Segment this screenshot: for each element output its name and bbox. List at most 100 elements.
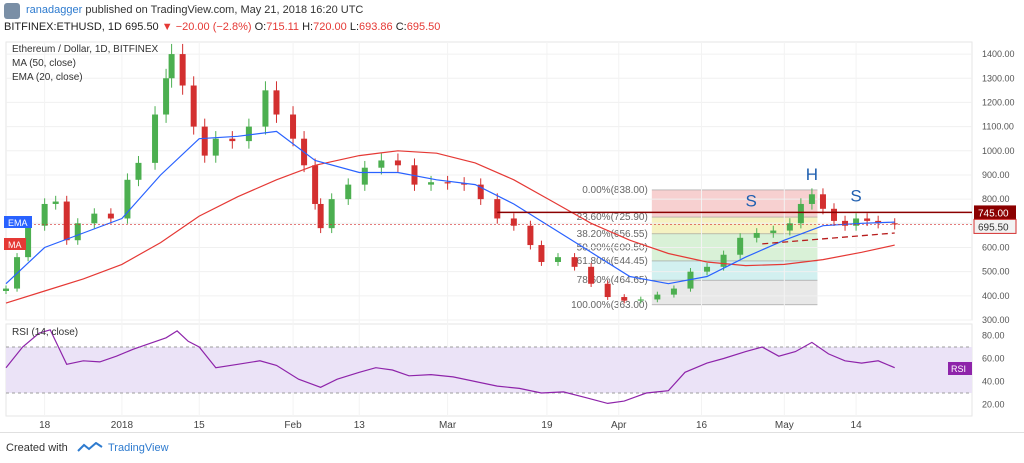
rsi-line bbox=[5, 329, 895, 405]
price-tick-label: 1200.00 bbox=[982, 97, 1015, 107]
candle-body bbox=[25, 225, 32, 258]
price-tick-label: 900.00 bbox=[982, 170, 1010, 180]
candle-body bbox=[891, 223, 898, 225]
candle-body bbox=[135, 162, 142, 180]
indicator-lines bbox=[5, 130, 972, 405]
candle-body bbox=[461, 183, 468, 185]
time-tick-label: 13 bbox=[354, 420, 366, 431]
author-link[interactable]: ranadagger bbox=[26, 4, 83, 16]
fib-level-label: 0.00%(838.00) bbox=[582, 185, 648, 196]
tradingview-brand[interactable]: TradingView bbox=[108, 442, 169, 454]
ma-marker bbox=[4, 238, 26, 250]
close-label: C: bbox=[395, 21, 407, 33]
candle-body bbox=[864, 218, 871, 221]
annotations: S H S bbox=[746, 165, 862, 211]
neckline bbox=[762, 232, 895, 245]
candle-body bbox=[328, 199, 335, 229]
ma-line bbox=[5, 150, 895, 304]
fib-zone bbox=[651, 247, 818, 261]
candle-body bbox=[245, 126, 252, 142]
candle-body bbox=[168, 54, 175, 79]
candle-body bbox=[317, 203, 324, 229]
fib-level-label: 78.60%(464.65) bbox=[577, 275, 648, 286]
pattern-annotation: H bbox=[806, 165, 818, 184]
main-panel-frame bbox=[5, 41, 973, 321]
time-tick-label: 19 bbox=[541, 420, 553, 431]
candle-body bbox=[444, 182, 451, 184]
candle-body bbox=[621, 297, 628, 301]
time-tick-label: 15 bbox=[194, 420, 206, 431]
price-tick-label: 500.00 bbox=[982, 267, 1010, 277]
resistance-price-label: 745.00 bbox=[978, 208, 1009, 219]
price-tick-label: 300.00 bbox=[982, 315, 1010, 325]
price-tick-label: 1000.00 bbox=[982, 146, 1015, 156]
candle-body bbox=[637, 299, 644, 301]
symbol-label: BITFINEX:ETHUSD, 1D bbox=[4, 21, 122, 33]
publish-text: published on TradingView.com, May 21, 20… bbox=[85, 4, 364, 16]
publish-info: ranadagger published on TradingView.com,… bbox=[26, 4, 363, 16]
rsi-marker bbox=[948, 362, 972, 375]
candle-body bbox=[411, 165, 418, 185]
candle-body bbox=[477, 184, 484, 200]
time-tick-label: May bbox=[775, 420, 794, 431]
candle-body bbox=[808, 194, 815, 204]
ma-legend: MA (50, close) bbox=[12, 58, 76, 69]
candle-body bbox=[786, 223, 793, 231]
candle-body bbox=[190, 85, 197, 127]
fib-zone bbox=[651, 233, 818, 248]
rsi-marker-text: RSI bbox=[951, 364, 966, 374]
last-price-tag bbox=[973, 218, 1017, 234]
candle-body bbox=[797, 203, 804, 224]
candle-body bbox=[819, 194, 826, 209]
fib-level-label: 23.60%(725.90) bbox=[577, 212, 648, 223]
candle-body bbox=[152, 114, 159, 163]
open-label: O: bbox=[254, 21, 267, 33]
time-tick-label: Mar bbox=[439, 420, 457, 431]
candle-body bbox=[720, 254, 727, 267]
rsi-tick-label: 40.00 bbox=[982, 377, 1005, 387]
chart-title: Ethereum / Dollar, 1D, BITFINEX bbox=[12, 44, 158, 55]
rsi-tick-label: 80.00 bbox=[982, 331, 1005, 341]
rsi-tick-label: 60.00 bbox=[982, 354, 1005, 364]
avatar[interactable] bbox=[4, 3, 20, 19]
rsi-band bbox=[6, 347, 972, 393]
pattern-annotation: S bbox=[850, 187, 861, 206]
candle-body bbox=[654, 294, 661, 300]
candle-body bbox=[163, 78, 170, 115]
ema-line bbox=[5, 130, 895, 285]
candle-body bbox=[107, 213, 114, 219]
candle-body bbox=[538, 245, 545, 262]
grid bbox=[5, 41, 973, 417]
candle-body bbox=[394, 160, 401, 166]
candle-body bbox=[378, 160, 385, 168]
candle-body bbox=[262, 90, 269, 127]
ema-legend: EMA (20, close) bbox=[12, 72, 83, 83]
rsi-tick-label: 20.00 bbox=[982, 400, 1005, 410]
low-value: 693.86 bbox=[359, 21, 393, 33]
candle-body bbox=[52, 201, 59, 204]
candle-body bbox=[290, 114, 297, 139]
candle-body bbox=[229, 138, 236, 142]
fib-zone bbox=[651, 217, 818, 234]
price-tick-label: 800.00 bbox=[982, 194, 1010, 204]
chart-header: ranadagger published on TradingView.com,… bbox=[0, 0, 1024, 40]
candle-body bbox=[494, 199, 501, 219]
candle-body bbox=[124, 179, 131, 219]
candle-body bbox=[670, 288, 677, 295]
ema-marker-text: EMA bbox=[8, 218, 28, 228]
time-tick-label: 16 bbox=[696, 420, 708, 431]
price-tick-label: 1100.00 bbox=[982, 122, 1014, 132]
candle-body bbox=[74, 223, 81, 241]
footer: Created with TradingView bbox=[0, 432, 1024, 463]
last-price-label: 695.50 bbox=[978, 222, 1009, 233]
price-tick-label: 1400.00 bbox=[982, 49, 1015, 59]
candle-body bbox=[527, 225, 534, 246]
time-tick-label: Apr bbox=[611, 420, 627, 431]
time-tick-label: 14 bbox=[851, 420, 863, 431]
candle-body bbox=[41, 203, 48, 226]
candle-body bbox=[604, 283, 611, 298]
candle-body bbox=[842, 220, 849, 226]
high-value: 720.00 bbox=[313, 21, 347, 33]
open-value: 715.11 bbox=[266, 21, 300, 33]
